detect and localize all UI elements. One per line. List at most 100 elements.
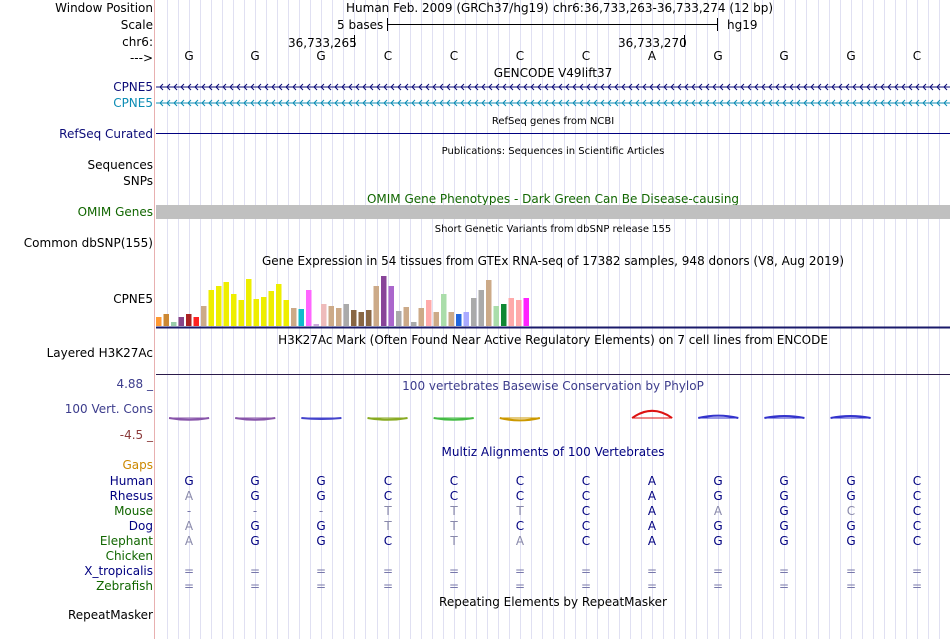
alignment-base: T xyxy=(450,504,458,518)
cpne5-gene-model-2[interactable] xyxy=(156,98,950,108)
label-cpne5-gtex[interactable]: CPNE5 xyxy=(113,292,153,306)
alignment-base: G xyxy=(846,489,856,503)
ruler-tick-1 xyxy=(354,35,355,47)
species-label[interactable]: Chicken xyxy=(105,549,153,563)
species-label[interactable]: Mouse xyxy=(114,504,153,518)
label-refseq-curated[interactable]: RefSeq Curated xyxy=(59,127,153,141)
strand-arrow xyxy=(180,83,185,91)
strand-arrow xyxy=(516,99,521,107)
label-omim-genes[interactable]: OMIM Genes xyxy=(77,205,153,219)
reference-base[interactable]: G xyxy=(713,49,723,63)
gencode-track-title: GENCODE V49lift37 xyxy=(493,66,613,80)
strand-arrow xyxy=(250,83,255,91)
grid-line xyxy=(542,0,543,639)
refseq-gene-line[interactable] xyxy=(156,133,950,134)
strand-arrow xyxy=(215,83,220,91)
reference-base[interactable]: C xyxy=(515,49,525,63)
strand-arrow xyxy=(628,83,633,91)
strand-arrow xyxy=(166,83,171,91)
strand-arrow xyxy=(334,83,339,91)
strand-arrow xyxy=(656,83,661,91)
strand-arrow xyxy=(418,83,423,91)
strand-arrow xyxy=(558,99,563,107)
reference-base[interactable]: C xyxy=(581,49,591,63)
strand-arrow xyxy=(481,83,486,91)
phylop-conservation-chart[interactable] xyxy=(156,400,950,430)
strand-arrow xyxy=(740,99,745,107)
label-cpne5-gencode-2[interactable]: CPNE5 xyxy=(113,96,153,110)
strand-arrow xyxy=(285,99,290,107)
strand-arrow xyxy=(859,99,864,107)
strand-arrow xyxy=(334,99,339,107)
strand-arrow xyxy=(761,99,766,107)
alignment-base: G xyxy=(316,489,326,503)
alignment-base: C xyxy=(912,534,922,548)
label-common-dbsnp[interactable]: Common dbSNP(155) xyxy=(23,236,153,250)
strand-arrow xyxy=(775,99,780,107)
reference-base[interactable]: C xyxy=(383,49,393,63)
gtex-tissue-bar xyxy=(396,311,402,326)
reference-base[interactable]: C xyxy=(912,49,922,63)
strand-arrow xyxy=(306,99,311,107)
species-label[interactable]: X_tropicalis xyxy=(84,564,153,578)
strand-arrow xyxy=(579,83,584,91)
cpne5-gene-model[interactable] xyxy=(156,82,950,92)
strand-arrow xyxy=(411,99,416,107)
gtex-tissue-bar xyxy=(328,306,334,326)
reference-base[interactable]: G xyxy=(779,49,789,63)
species-label[interactable]: Dog xyxy=(128,519,153,533)
species-label[interactable]: Zebrafish xyxy=(96,579,153,593)
strand-arrow xyxy=(537,83,542,91)
alignment-base: = xyxy=(778,564,790,578)
reference-base[interactable]: G xyxy=(184,49,194,63)
alignment-base: - xyxy=(252,504,258,518)
alignment-base: C xyxy=(383,534,393,548)
gtex-tissue-bar xyxy=(193,317,199,326)
label-cpne5-gencode[interactable]: CPNE5 xyxy=(113,80,153,94)
strand-arrow xyxy=(831,99,836,107)
phylop-min-value: -4.5 _ xyxy=(119,428,153,442)
species-label[interactable]: Rhesus xyxy=(109,489,153,503)
alignment-base: G xyxy=(184,474,194,488)
phylop-base-glyph xyxy=(367,417,408,421)
gtex-tissue-bar xyxy=(321,304,327,326)
alignment-base: G xyxy=(250,474,260,488)
omim-gene-bar[interactable] xyxy=(156,205,950,219)
label-layered-h3k27ac[interactable]: Layered H3K27Ac xyxy=(46,346,153,360)
label-sequences[interactable]: Sequences xyxy=(87,158,153,172)
strand-arrow xyxy=(285,83,290,91)
strand-arrow xyxy=(803,83,808,91)
grid-line xyxy=(685,0,686,639)
reference-base[interactable]: G xyxy=(250,49,260,63)
label-strand[interactable]: ---> xyxy=(129,51,153,65)
phylop-base-glyph xyxy=(698,414,739,419)
grid-line xyxy=(829,0,830,639)
strand-arrow xyxy=(537,99,542,107)
gtex-expression-chart[interactable] xyxy=(156,268,950,330)
alignment-base: A xyxy=(713,504,723,518)
strand-arrow xyxy=(194,99,199,107)
alignment-base: G xyxy=(713,519,723,533)
reference-base[interactable]: G xyxy=(316,49,326,63)
alignment-base: G xyxy=(713,474,723,488)
strand-arrow xyxy=(684,83,689,91)
label-snps[interactable]: SNPs xyxy=(123,174,153,188)
strand-arrow xyxy=(320,83,325,91)
reference-base[interactable]: G xyxy=(846,49,856,63)
species-label[interactable]: Human xyxy=(109,474,153,488)
strand-arrow xyxy=(530,99,535,107)
alignment-base: A xyxy=(647,489,657,503)
alignment-base: T xyxy=(516,504,524,518)
strand-arrow xyxy=(327,99,332,107)
strand-arrow xyxy=(222,99,227,107)
species-label[interactable]: Elephant xyxy=(99,534,153,548)
label-100-vert-cons[interactable]: 100 Vert. Cons xyxy=(64,402,153,416)
strand-arrow xyxy=(908,83,913,91)
reference-base[interactable]: A xyxy=(647,49,657,63)
alignment-base: = xyxy=(448,564,460,578)
reference-base[interactable]: C xyxy=(449,49,459,63)
omim-track-title: OMIM Gene Phenotypes - Dark Green Can Be… xyxy=(366,192,740,206)
alignment-base: = xyxy=(580,579,592,593)
label-repeatmasker[interactable]: RepeatMasker xyxy=(67,608,153,622)
phylop-base-glyph xyxy=(499,417,541,422)
